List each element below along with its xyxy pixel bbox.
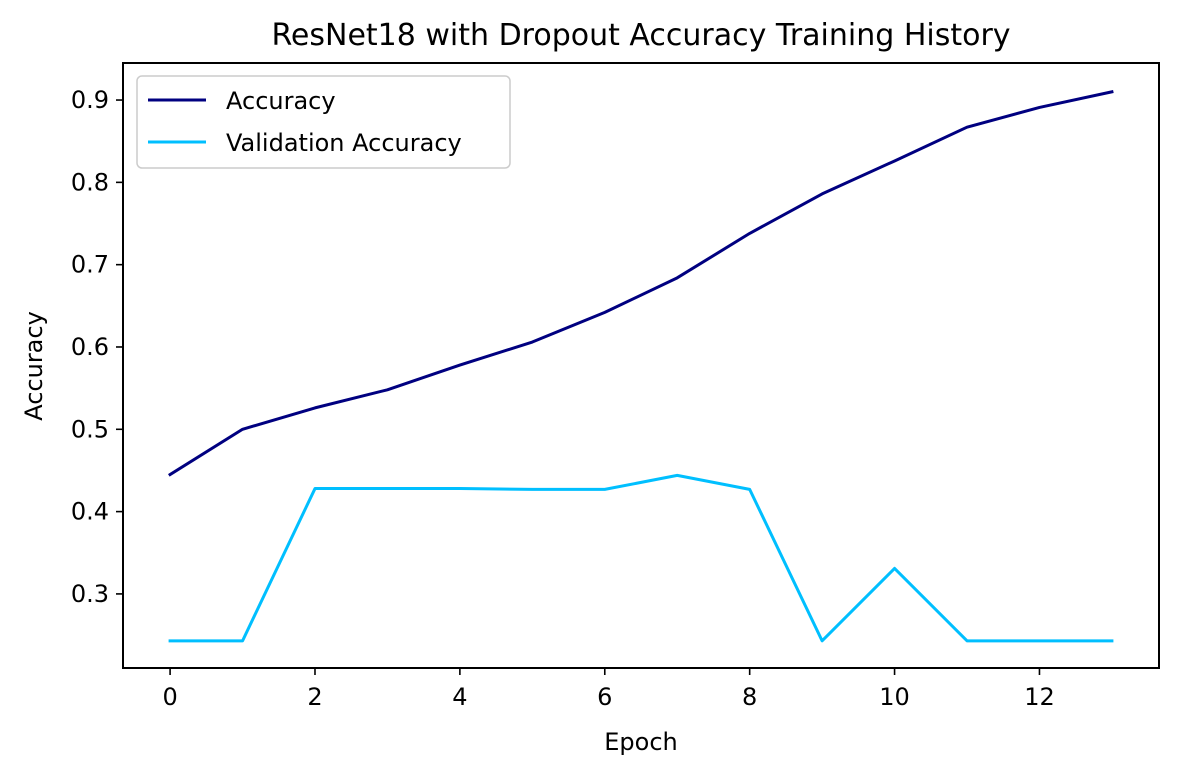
x-tick-label: 10 (879, 683, 910, 711)
series-line-accuracy (168, 90, 1114, 477)
plot-frame (122, 62, 1160, 669)
x-tick-label: 6 (597, 683, 612, 711)
legend-label-accuracy: Accuracy (226, 87, 336, 115)
x-tick-label: 12 (1024, 683, 1055, 711)
x-tick-label: 2 (307, 683, 322, 711)
y-tick-label: 0.8 (71, 168, 109, 196)
y-axis: 0.3 0.4 0.5 0.6 0.7 0.8 0.9 (71, 86, 123, 608)
x-tick-label: 0 (162, 683, 177, 711)
y-tick-label: 0.7 (71, 251, 109, 279)
y-tick-label: 0.6 (71, 333, 109, 361)
series-layer (168, 90, 1114, 643)
x-axis: 0 2 4 6 8 10 12 (162, 668, 1055, 711)
y-tick-label: 0.9 (71, 86, 109, 114)
series-line-validation-accuracy (168, 473, 1114, 643)
legend-label-validation-accuracy: Validation Accuracy (226, 129, 462, 157)
y-tick-label: 0.4 (71, 498, 109, 526)
plot-area (122, 62, 1160, 669)
x-tick-label: 8 (742, 683, 757, 711)
x-tick-label: 4 (452, 683, 467, 711)
legend-box (136, 75, 511, 169)
x-axis-label: Epoch (604, 728, 678, 756)
y-tick-label: 0.3 (71, 580, 109, 608)
chart-title: ResNet18 with Dropout Accuracy Training … (271, 18, 1010, 53)
y-axis-label: Accuracy (20, 311, 48, 421)
y-tick-label: 0.5 (71, 415, 109, 443)
legend: Accuracy Validation Accuracy (136, 75, 511, 169)
